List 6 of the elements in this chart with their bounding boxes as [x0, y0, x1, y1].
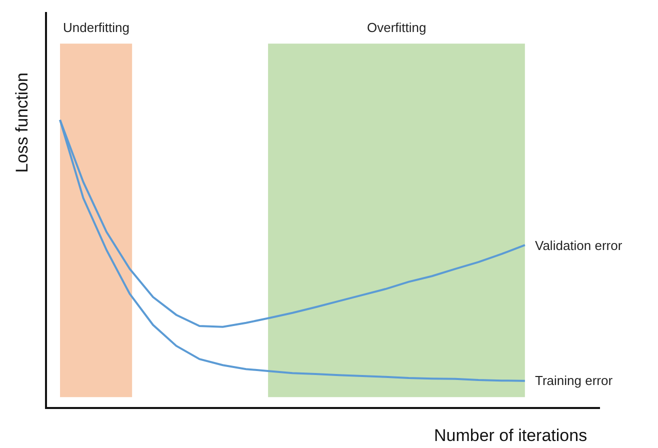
text: Underfitting: [63, 20, 130, 35]
y-axis-title: Loss function: [12, 72, 32, 173]
text: Overfitting: [367, 20, 426, 35]
series-label: Validation error: [535, 238, 623, 253]
x-axis-title: Number of iterations: [434, 426, 588, 445]
series-label: Training error: [535, 373, 614, 388]
